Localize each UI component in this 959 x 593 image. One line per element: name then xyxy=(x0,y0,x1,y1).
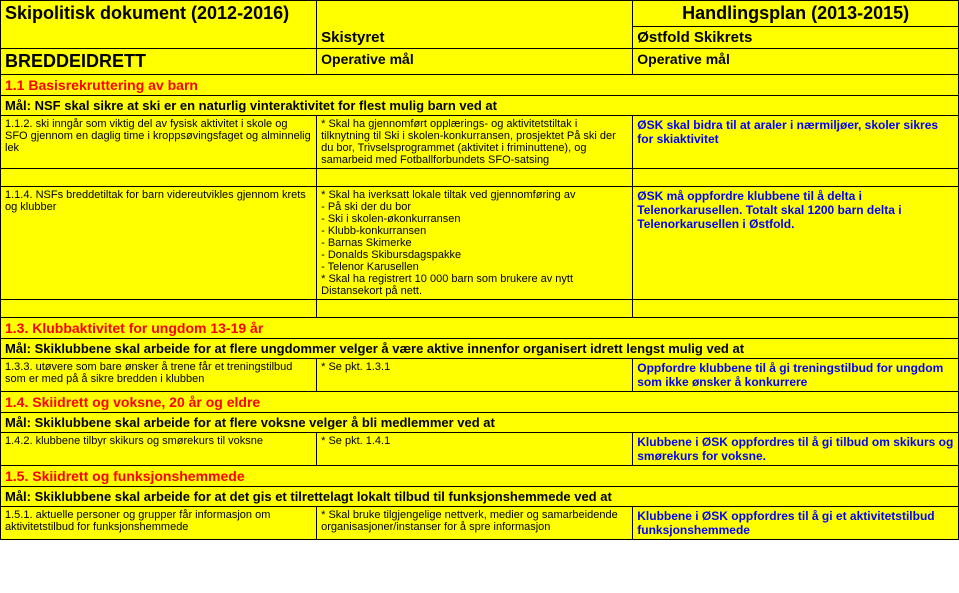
district-label: Østfold Skikrets xyxy=(637,29,752,46)
section-1-3-title: 1.3. Klubbaktivitet for ungdom 13-19 år xyxy=(1,318,959,339)
spacer-2-right xyxy=(633,300,959,318)
board-cell: Skistyret xyxy=(317,1,633,49)
spacer-2-mid xyxy=(317,300,633,318)
row-1-5-1-right: Klubbene i ØSK oppfordres til å gi et ak… xyxy=(633,507,959,540)
row-1-1-4-left: 1.1.4. NSFs breddetiltak for barn videre… xyxy=(1,187,317,300)
bredde-label: BREDDEIDRETT xyxy=(5,51,146,71)
row-1-3-3-right: Oppfordre klubbene til å gi treningstilb… xyxy=(633,359,959,392)
section-1-4-title: 1.4. Skiidrett og voksne, 20 år og eldre xyxy=(1,392,959,413)
row-1-4-2-mid: * Se pkt. 1.4.1 xyxy=(317,433,633,466)
spacer-1-right xyxy=(633,169,959,187)
row-1-1-4-mid: * Skal ha iverksatt lokale tiltak ved gj… xyxy=(317,187,633,300)
section-1-1-goal: Mål: NSF skal sikre at ski er en naturli… xyxy=(1,96,959,116)
plan-table: Skipolitisk dokument (2012-2016) Skistyr… xyxy=(0,0,959,540)
row-1-5-1-mid: * Skal bruke tilgjengelige nettverk, med… xyxy=(317,507,633,540)
op-right-cell: Operative mål xyxy=(633,49,959,75)
section-1-4-goal: Mål: Skiklubbene skal arbeide for at fle… xyxy=(1,413,959,433)
row-1-5-1-left: 1.5.1. aktuelle personer og grupper får … xyxy=(1,507,317,540)
spacer-1-mid xyxy=(317,169,633,187)
row-1-1-2-left: 1.1.2. ski inngår som viktig del av fysi… xyxy=(1,116,317,169)
row-1-3-3-mid: * Se pkt. 1.3.1 xyxy=(317,359,633,392)
row-1-4-2-right: Klubbene i ØSK oppfordres til å gi tilbu… xyxy=(633,433,959,466)
doc-title-text: Skipolitisk dokument (2012-2016) xyxy=(5,3,289,23)
row-1-1-4-right: ØSK må oppfordre klubbene til å delta i … xyxy=(633,187,959,300)
row-1-4-2-left: 1.4.2. klubbene tilbyr skikurs og smørek… xyxy=(1,433,317,466)
section-1-5-title: 1.5. Skiidrett og funksjonshemmede xyxy=(1,466,959,487)
spacer-2-left xyxy=(1,300,317,318)
section-1-5-goal: Mål: Skiklubbene skal arbeide for at det… xyxy=(1,487,959,507)
doc-title: Skipolitisk dokument (2012-2016) xyxy=(1,1,317,49)
board-label: Skistyret xyxy=(321,29,384,46)
row-1-1-4-mid-text: * Skal ha iverksatt lokale tiltak ved gj… xyxy=(321,189,575,297)
plan-title-cell: Handlingsplan (2013-2015) xyxy=(633,1,959,27)
bredde-cell: BREDDEIDRETT xyxy=(1,49,317,75)
section-1-1-title: 1.1 Basisrekruttering av barn xyxy=(1,75,959,96)
plan-title: Handlingsplan (2013-2015) xyxy=(682,3,909,23)
district-cell: Østfold Skikrets xyxy=(633,27,959,49)
section-1-3-goal: Mål: Skiklubbene skal arbeide for at fle… xyxy=(1,339,959,359)
row-1-3-3-left: 1.3.3. utøvere som bare ønsker å trene f… xyxy=(1,359,317,392)
row-1-1-2-mid: * Skal ha gjennomført opplærings- og akt… xyxy=(317,116,633,169)
spacer-1-left xyxy=(1,169,317,187)
op-left-cell: Operative mål xyxy=(317,49,633,75)
row-1-1-2-right: ØSK skal bidra til at araler i nærmiljøe… xyxy=(633,116,959,169)
